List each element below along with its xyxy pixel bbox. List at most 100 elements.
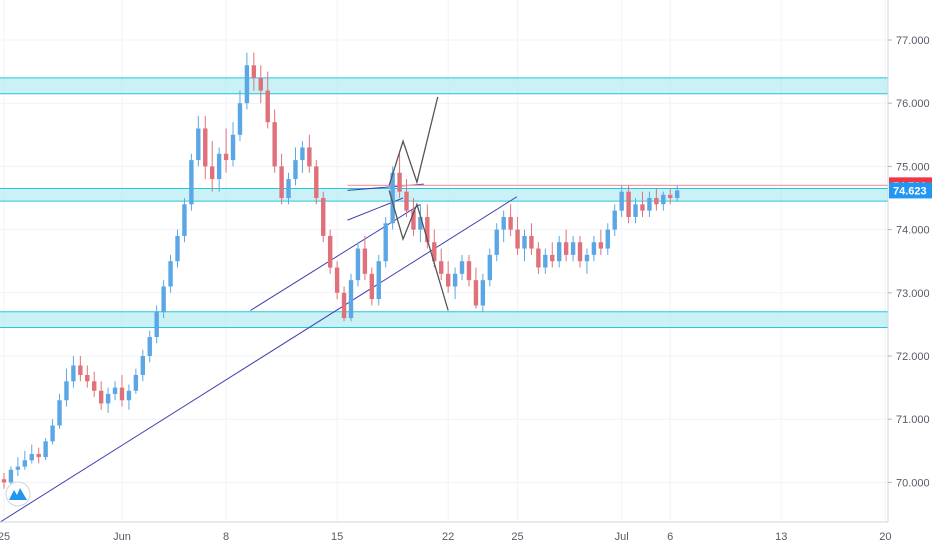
candle-body [300,147,305,161]
trendlines [0,183,888,523]
price-tags: 74.70074.623 [889,177,932,199]
x-tick-label: Jun [113,531,131,543]
candle-body [237,103,243,135]
price-tag-label: 74.623 [893,185,927,197]
y-axis-ticks: 70.000 71.000 72.000 73.000 74.000 75.000 76.0… [888,35,930,489]
candle-body [140,356,145,375]
candle-body [591,242,597,255]
candle-body [1,479,7,483]
candle-body [390,172,395,224]
candle-body [85,374,90,382]
price-tag-box [889,182,932,199]
candle-body [397,172,402,192]
candle-body [563,242,569,255]
tradingview-logo-icon[interactable] [5,481,31,507]
candle-body [459,261,465,274]
trendline [250,203,421,311]
candle-body [71,365,76,382]
x-tick-label: 13 [775,531,787,543]
zone-band [0,311,888,328]
x-tick-label: 25 [0,531,10,543]
candle-body [626,191,631,217]
candle-body [105,393,111,404]
candle-body [147,337,152,356]
candle-body [348,280,354,319]
candle-body [473,280,479,306]
axes [0,0,889,523]
x-tick-label: 15 [331,531,343,543]
candlestick-series [1,52,680,489]
candle-body [598,242,604,249]
candle-body [22,460,28,467]
candle-body [210,166,215,180]
candle-body [383,223,388,262]
candle-body [286,179,291,198]
zone-band [0,188,888,202]
candle-body [92,381,97,391]
candle-body [612,210,617,230]
candle-body [411,210,416,230]
candle-body [112,387,118,394]
candle-body [154,311,159,338]
y-tick-label: 74.000 [896,225,930,237]
y-tick-label: 72.000 [896,351,930,363]
candle-body [633,204,638,217]
candle-body [175,235,180,262]
candle-body [314,166,319,198]
candle-body [376,261,381,300]
candle-body [36,453,41,458]
candle-body [334,267,340,293]
candle-body [98,390,104,404]
candle-body [577,242,583,262]
candle-body [522,235,527,249]
candle-body [668,194,673,198]
candle-body [584,254,590,262]
zone-band [0,77,888,94]
candle-body [362,248,368,274]
candle-body [126,390,132,401]
candle-body [341,292,347,319]
candle-body [258,77,263,91]
y-tick-label: 76.000 [896,98,930,110]
x-tick-label: 22 [442,531,454,543]
candle-body [557,242,562,262]
candle-body [57,400,62,426]
candle-body [223,153,229,161]
scenario-projections [388,96,449,311]
candle-body [550,254,555,262]
candle-body [487,254,492,281]
candle-body [466,261,472,281]
y-tick-label: 73.000 [896,288,930,300]
candle-body [265,90,270,123]
candle-body [674,190,680,198]
candle-body [529,235,534,249]
candle-body [501,216,506,230]
x-tick-label: 25 [511,531,523,543]
x-tick-label: Jul [615,531,629,543]
candle-body [619,191,624,211]
candle-body [272,122,277,167]
trendline [0,196,518,523]
candle-body [161,286,166,312]
candle-body [196,128,201,161]
candle-body [654,198,659,205]
candle-body [251,65,257,78]
candle-body [119,387,125,401]
candle-body [536,248,541,268]
candle-body [425,216,430,243]
support-resistance-zones [0,77,888,329]
candle-body [432,242,437,262]
candle-body [404,191,409,211]
candle-body [203,128,208,167]
candle-body [439,261,444,274]
candle-body [494,229,499,255]
candle-body [452,273,458,287]
candle-body [168,261,173,287]
candle-body [64,381,69,401]
y-tick-label: 71.000 [896,414,930,426]
candle-body [279,166,284,198]
x-tick-label: 6 [667,531,673,543]
candle-body [182,204,187,236]
